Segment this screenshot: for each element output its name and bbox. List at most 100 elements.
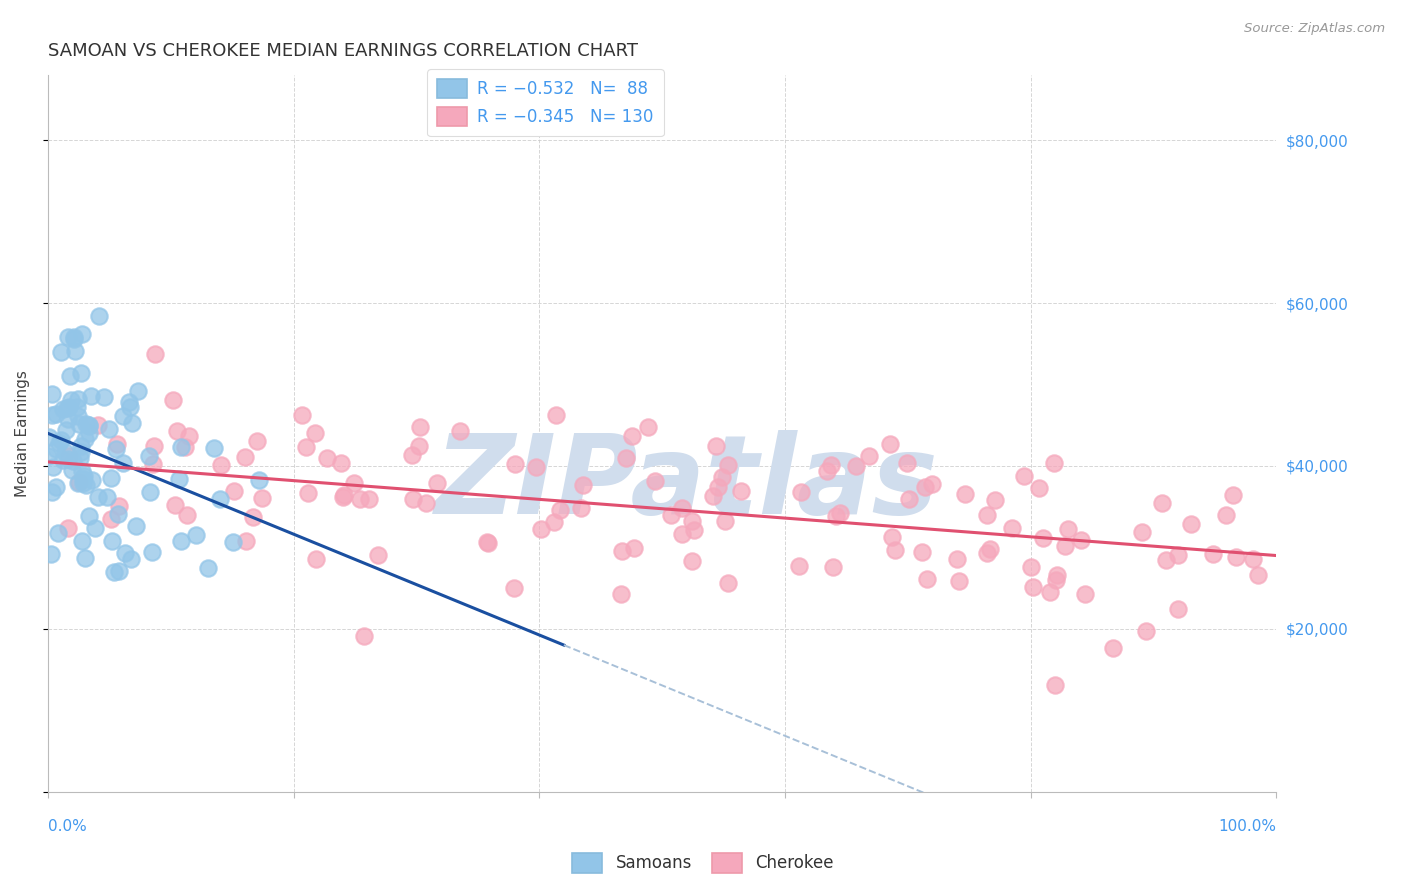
Point <box>114 546 136 560</box>
Point <box>58 521 80 535</box>
Point <box>357 492 380 507</box>
Point <box>62 454 84 468</box>
Point <box>503 458 526 472</box>
Point <box>96 491 118 505</box>
Point <box>63 343 86 358</box>
Point <box>60 393 83 408</box>
Point <box>1045 574 1067 588</box>
Point <box>127 384 149 399</box>
Point <box>1043 678 1066 692</box>
Point <box>138 450 160 464</box>
Point <box>242 509 264 524</box>
Point <box>170 440 193 454</box>
Point <box>787 559 810 574</box>
Point <box>67 409 90 423</box>
Point <box>77 419 100 434</box>
Point <box>1022 580 1045 594</box>
Point <box>145 347 167 361</box>
Point <box>1130 525 1153 540</box>
Point <box>530 522 553 536</box>
Point <box>858 449 880 463</box>
Point <box>879 437 901 451</box>
Point <box>671 501 693 516</box>
Point <box>976 508 998 522</box>
Point <box>66 400 89 414</box>
Point <box>477 536 499 550</box>
Point <box>681 553 703 567</box>
Point <box>67 475 90 490</box>
Point <box>45 442 67 456</box>
Point <box>167 472 190 486</box>
Point <box>702 489 724 503</box>
Point <box>80 473 103 487</box>
Point <box>73 469 96 483</box>
Point <box>789 485 811 500</box>
Point <box>169 533 191 548</box>
Point <box>898 492 921 507</box>
Point <box>111 409 134 424</box>
Point <box>39 547 62 561</box>
Point <box>222 535 245 549</box>
Point <box>1225 549 1247 564</box>
Point <box>830 506 852 520</box>
Point <box>911 545 934 559</box>
Legend: Samoans, Cherokee: Samoans, Cherokee <box>565 847 841 880</box>
Point <box>209 458 232 473</box>
Point <box>1167 602 1189 616</box>
Point <box>70 444 93 458</box>
Point <box>75 478 97 492</box>
Point <box>948 574 970 589</box>
Point <box>72 472 94 486</box>
Point <box>173 440 195 454</box>
Point <box>1043 456 1066 470</box>
Point <box>37 449 59 463</box>
Point <box>38 430 60 444</box>
Point <box>45 407 67 421</box>
Point <box>1241 552 1264 566</box>
Point <box>121 416 143 430</box>
Point <box>1032 531 1054 545</box>
Point <box>1074 587 1097 601</box>
Point <box>544 408 567 422</box>
Point <box>49 344 72 359</box>
Point <box>477 534 499 549</box>
Point <box>125 519 148 533</box>
Text: 0.0%: 0.0% <box>48 819 87 834</box>
Text: ZIPatlas: ZIPatlas <box>434 430 939 537</box>
Point <box>979 541 1001 556</box>
Point <box>76 417 98 431</box>
Point <box>917 572 939 586</box>
Point <box>233 450 256 464</box>
Point <box>87 417 110 432</box>
Point <box>87 310 110 324</box>
Point <box>707 480 730 494</box>
Text: Source: ZipAtlas.com: Source: ZipAtlas.com <box>1244 22 1385 36</box>
Point <box>408 439 430 453</box>
Point <box>409 420 432 434</box>
Point <box>53 445 76 459</box>
Point <box>637 420 659 434</box>
Point <box>572 478 595 492</box>
Point <box>105 442 128 456</box>
Point <box>45 480 67 494</box>
Point <box>86 490 108 504</box>
Point <box>41 387 63 401</box>
Point <box>714 514 737 528</box>
Point <box>1102 641 1125 656</box>
Point <box>543 515 565 529</box>
Point <box>503 581 526 595</box>
Point <box>1247 568 1270 582</box>
Point <box>683 523 706 537</box>
Point <box>291 408 314 422</box>
Point <box>41 408 63 422</box>
Point <box>332 490 354 504</box>
Point <box>294 440 316 454</box>
Point <box>58 412 80 426</box>
Point <box>100 534 122 549</box>
Point <box>163 499 186 513</box>
Point <box>815 464 838 478</box>
Legend: R = −0.532   N=  88, R = −0.345   N= 130: R = −0.532 N= 88, R = −0.345 N= 130 <box>427 70 664 136</box>
Point <box>56 330 79 344</box>
Point <box>401 448 423 462</box>
Point <box>921 477 943 491</box>
